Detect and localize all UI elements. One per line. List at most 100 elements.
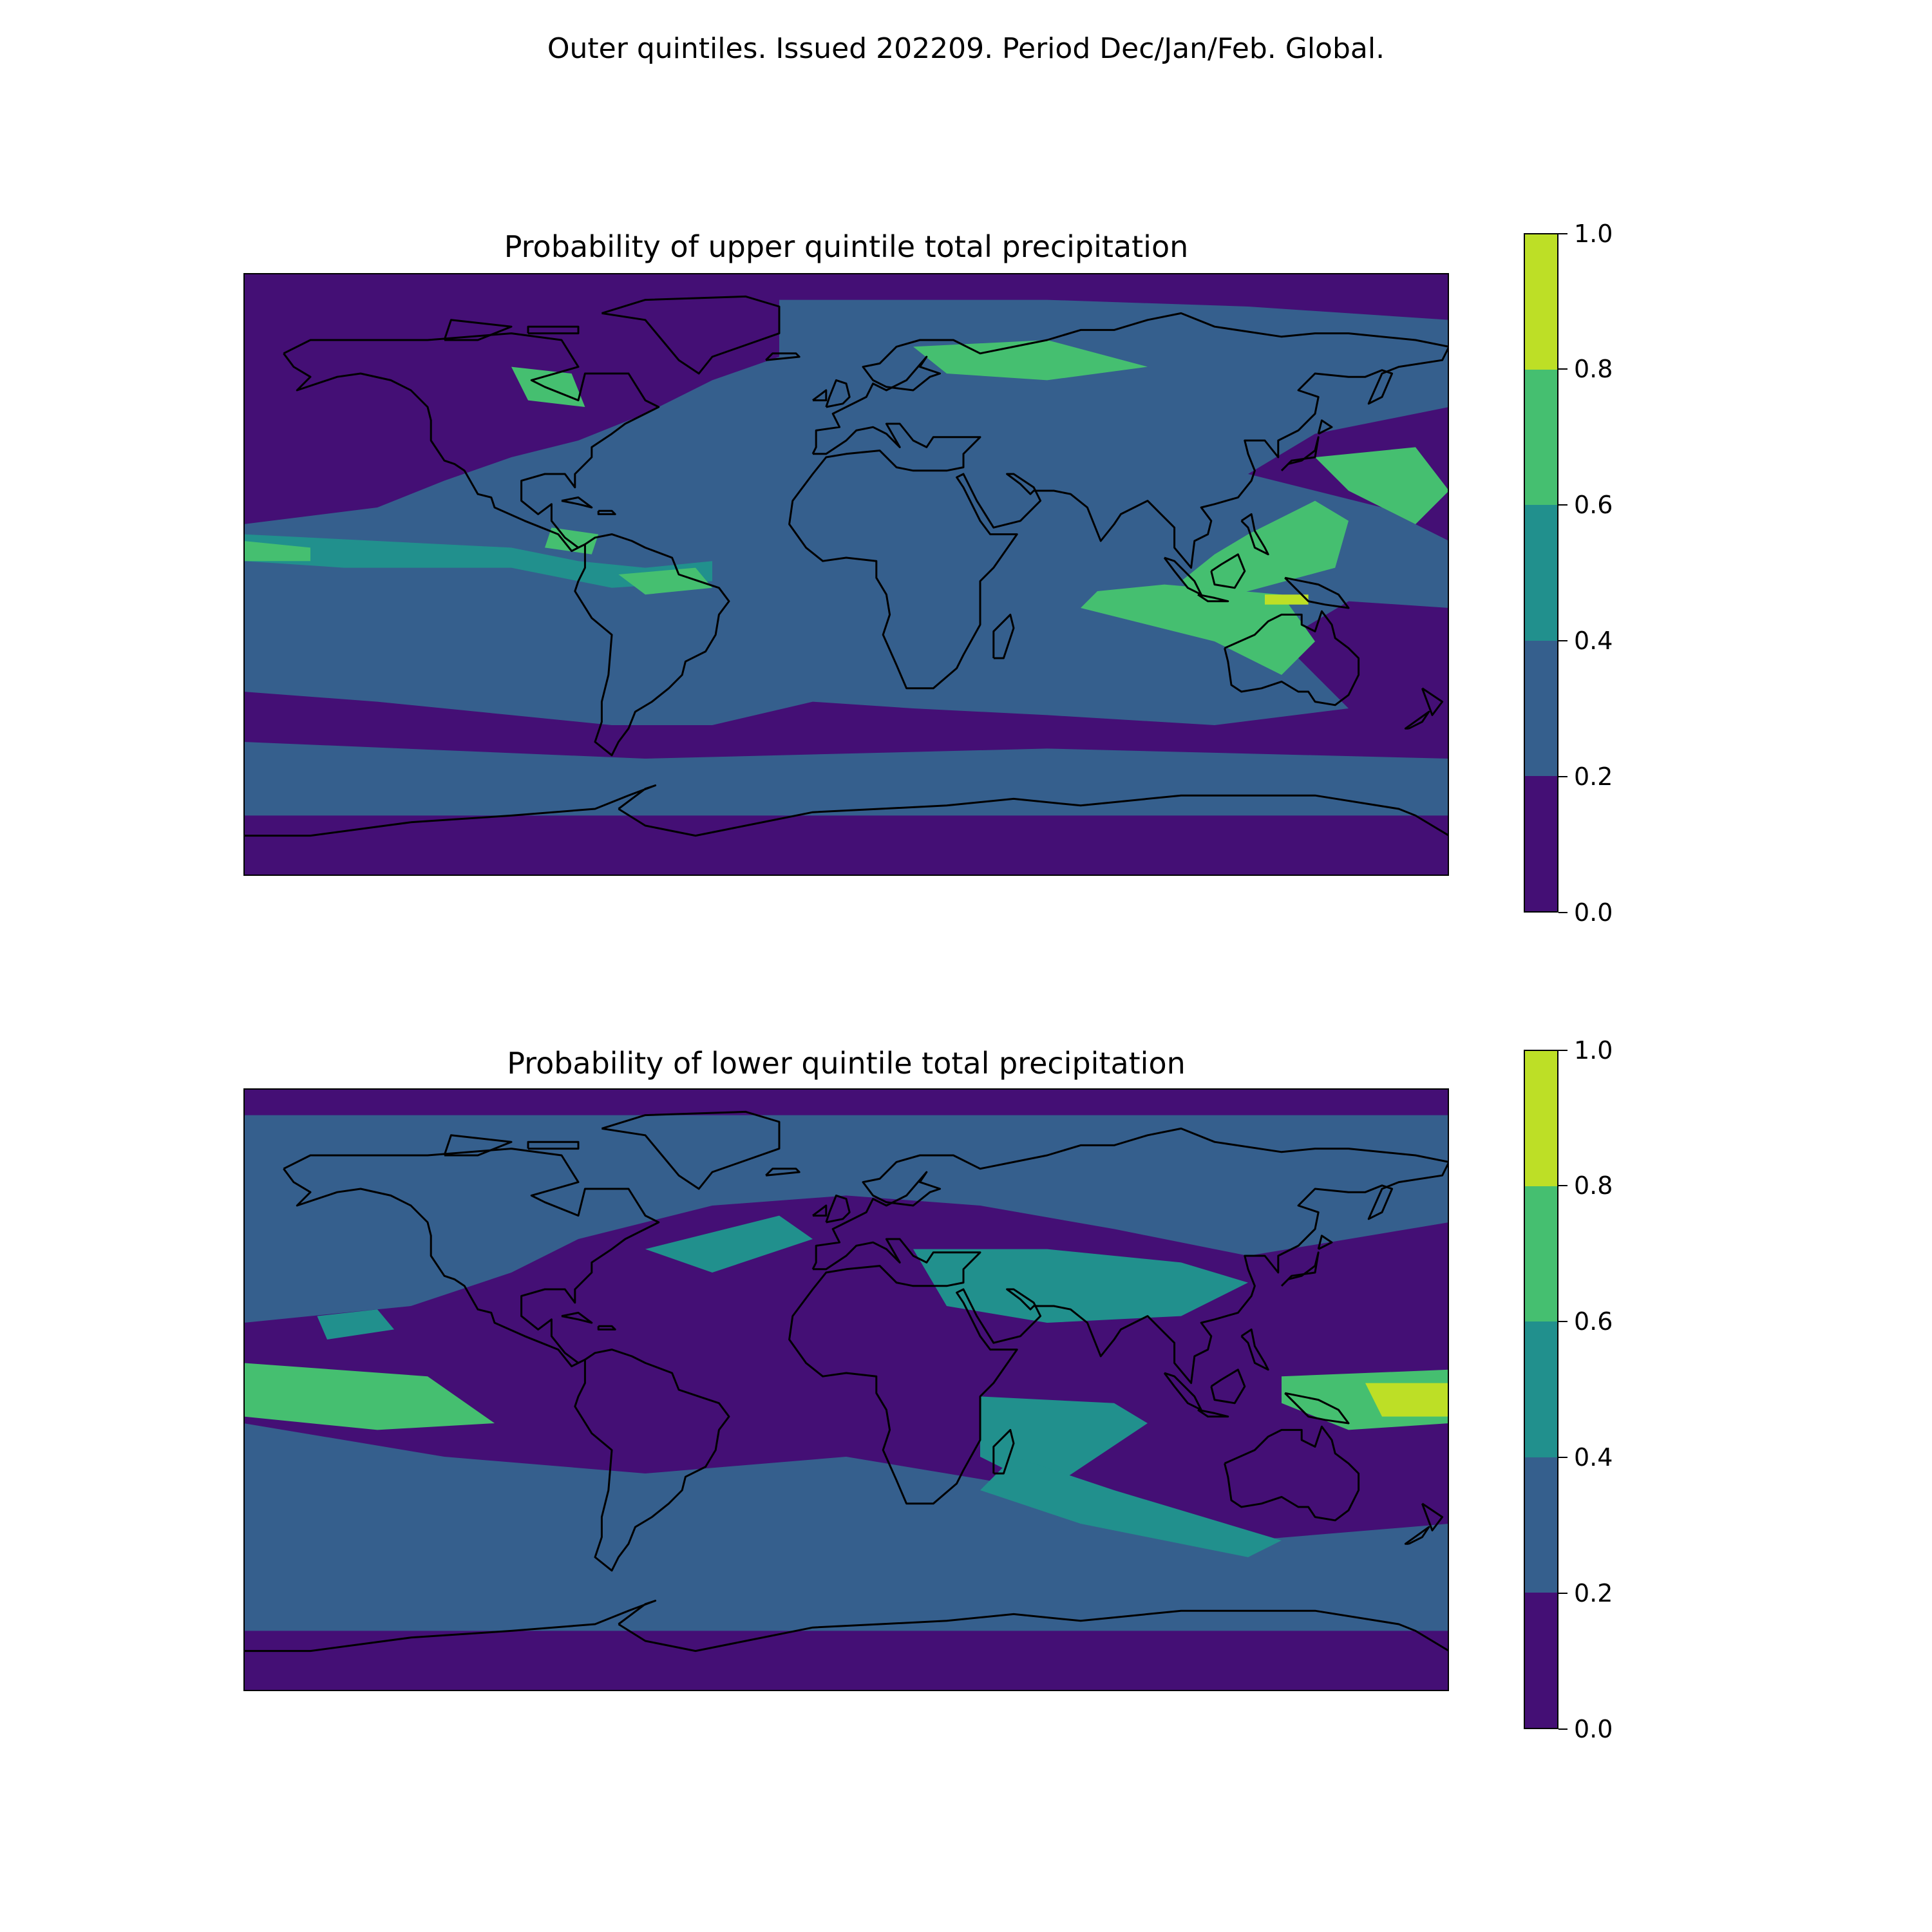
upper-tick-label-0.6: 0.6 [1574, 491, 1613, 519]
lower-tick-label-1.0: 1.0 [1574, 1036, 1613, 1065]
coastline-8 [1280, 436, 1320, 471]
colorbar-segment-0.4 [1525, 1321, 1557, 1457]
lower-panel-title: Probability of lower quintile total prec… [507, 1046, 1186, 1081]
coastline-5 [825, 379, 851, 408]
upper-tick-0.8 [1558, 368, 1567, 370]
coastline-22 [527, 325, 580, 335]
coastline-5 [825, 1194, 851, 1224]
colorbar-segment-0.8 [1525, 1051, 1557, 1187]
coastline-13 [1284, 1392, 1350, 1425]
colorbar-segment-0.2 [1525, 640, 1557, 776]
lower-tick-label-0.8: 0.8 [1574, 1171, 1613, 1200]
coastline-23 [443, 319, 513, 341]
lower-tick-label-0.0: 0.0 [1574, 1715, 1613, 1743]
probability-region-nw-pacific [1315, 447, 1449, 524]
coastline-7 [765, 352, 800, 361]
upper-tick-1.0 [1558, 233, 1567, 234]
probability-region-global-background [243, 1115, 1449, 1631]
coastline-17 [1404, 710, 1430, 730]
upper-tick-label-0.8: 0.8 [1574, 355, 1613, 383]
coastline-16 [1421, 1502, 1444, 1531]
probability-region-north-atlantic-dry [645, 1215, 813, 1273]
coastline-16 [1421, 687, 1444, 716]
probability-region-w-pacific-dry-core [1365, 1383, 1449, 1417]
coastline-12 [1210, 1368, 1246, 1405]
coastline-13 [1284, 576, 1350, 609]
lower-tick-0.0 [1558, 1728, 1567, 1730]
coastline-11 [1197, 1408, 1229, 1418]
coastline-21 [618, 794, 1449, 837]
lower-tick-0.4 [1558, 1457, 1567, 1458]
coastline-22 [527, 1141, 580, 1150]
probability-region-sea-peak [1265, 594, 1309, 605]
colorbar-segment-0.6 [1525, 1186, 1557, 1322]
upper-tick-label-0.2: 0.2 [1574, 762, 1613, 791]
coastline-2 [601, 295, 781, 375]
coastline-6 [812, 389, 828, 402]
coastline-14 [1240, 1328, 1269, 1371]
probability-region-maritime-continent [1181, 500, 1349, 601]
colorbar-segment-0.0 [1525, 775, 1557, 911]
probability-region-south-indian-ocean [980, 1457, 1282, 1557]
coastline-4 [1224, 1425, 1360, 1522]
upper-tick-label-1.0: 1.0 [1574, 220, 1613, 248]
colorbar-segment-0.0 [1525, 1592, 1557, 1728]
colorbar-segment-0.4 [1525, 505, 1557, 641]
coastline-14 [1240, 513, 1269, 556]
coastline-19 [597, 509, 616, 515]
coastline-21 [618, 1609, 1449, 1653]
lower-tick-1.0 [1558, 1050, 1567, 1051]
coastline-0 [283, 1148, 660, 1368]
coastline-1 [574, 1349, 730, 1572]
lower-tick-0.2 [1558, 1593, 1567, 1594]
coastline-12 [1210, 553, 1246, 589]
colorbar-segment-0.6 [1525, 370, 1557, 506]
probability-region-tropical-pacific-west [243, 541, 310, 562]
probability-region-australia-indian [1081, 584, 1315, 675]
coastline-20 [243, 784, 657, 837]
lower-quintile-map [243, 1088, 1449, 1691]
coastline-7 [765, 1168, 800, 1177]
upper-tick-0.2 [1558, 776, 1567, 777]
coastline-18 [561, 496, 593, 509]
colorbar-segment-0.2 [1525, 1457, 1557, 1593]
upper-tick-label-0.4: 0.4 [1574, 627, 1613, 655]
coastline-17 [1404, 1526, 1430, 1545]
upper-colorbar [1524, 233, 1558, 913]
coastline-20 [243, 1600, 657, 1653]
probability-region-asia-dry [913, 1249, 1248, 1323]
colorbar-segment-0.8 [1525, 234, 1557, 370]
lower-tick-0.6 [1558, 1321, 1567, 1322]
coastline-6 [812, 1204, 828, 1217]
coastline-3 [788, 1127, 1449, 1505]
coastline-15 [992, 1428, 1015, 1475]
coastline-0 [283, 332, 660, 553]
probability-region-pacific-dry-halo [243, 1363, 495, 1430]
upper-panel-title: Probability of upper quintile total prec… [504, 229, 1189, 264]
upper-tick-label-0.0: 0.0 [1574, 898, 1613, 927]
coastline-9 [1317, 1235, 1333, 1250]
coastline-1 [574, 533, 730, 757]
upper-tick-0.6 [1558, 504, 1567, 506]
lower-colorbar [1524, 1050, 1558, 1729]
upper-tick-0.4 [1558, 640, 1567, 641]
coastline-2 [601, 1110, 781, 1190]
coastline-18 [561, 1311, 593, 1324]
probability-region-east-pacific-blob [317, 1309, 394, 1340]
coastline-9 [1317, 419, 1333, 435]
lower-tick-label-0.6: 0.6 [1574, 1307, 1613, 1336]
coastline-3 [788, 312, 1449, 690]
lower-tick-label-0.4: 0.4 [1574, 1443, 1613, 1472]
coastline-15 [992, 613, 1015, 659]
figure-title: Outer quintiles. Issued 202209. Period D… [547, 32, 1385, 65]
coastline-23 [443, 1134, 513, 1157]
probability-region-hudson [511, 366, 585, 407]
coastline-19 [597, 1325, 616, 1331]
coastline-4 [1224, 610, 1360, 706]
coastline-11 [1197, 593, 1229, 603]
upper-quintile-map [243, 273, 1449, 876]
probability-region-southern-ocean-band [243, 742, 1449, 816]
lower-tick-label-0.2: 0.2 [1574, 1579, 1613, 1607]
probability-region-amazon [618, 567, 712, 595]
probability-region-itcz-pacific [243, 534, 712, 588]
